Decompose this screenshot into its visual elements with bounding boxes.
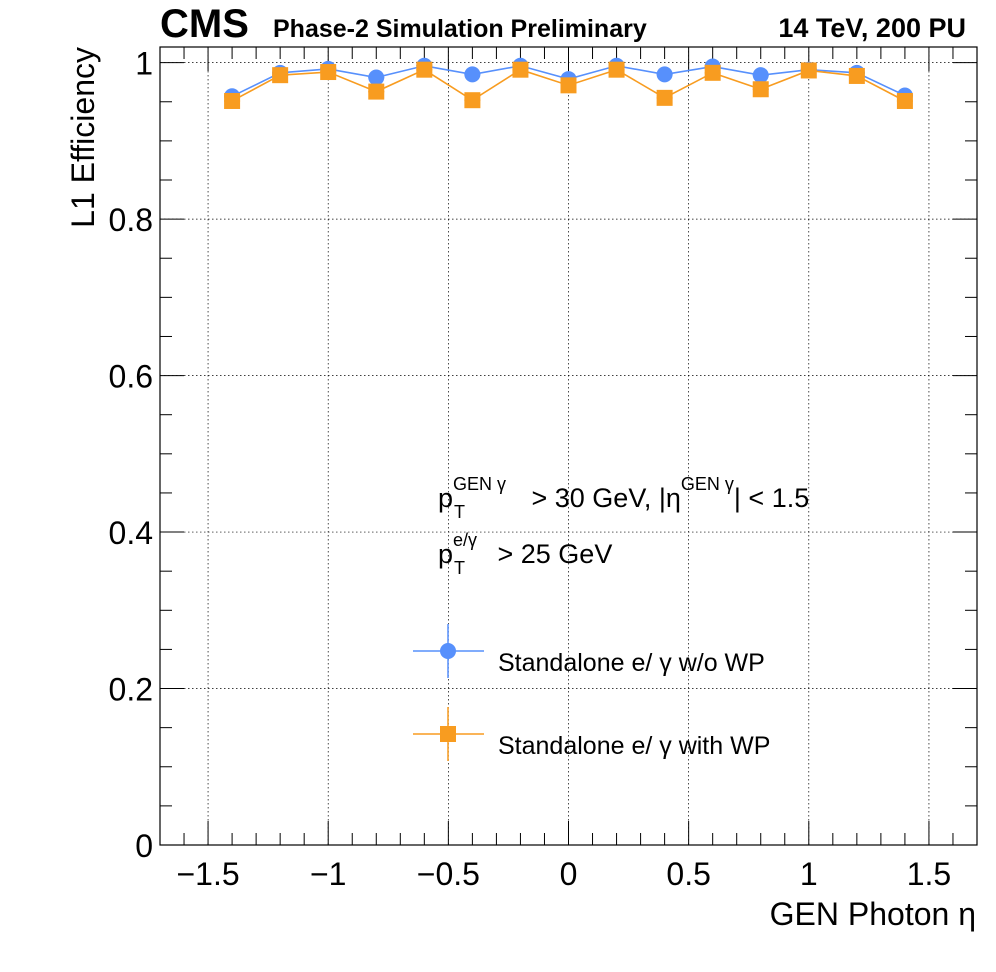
- cut1-sub: T: [454, 502, 465, 522]
- legend: Standalone e/ γ w/o WP Standalone e/ γ w…: [413, 624, 770, 761]
- data-point: [848, 67, 865, 84]
- data-point: [752, 81, 769, 98]
- y-tick-label: 0.8: [109, 202, 153, 238]
- series-with-wp: [224, 61, 913, 109]
- data-point: [896, 92, 913, 109]
- data-point: [368, 69, 385, 86]
- x-tick-label: −0.5: [417, 856, 480, 892]
- legend-circle-marker: [440, 643, 456, 659]
- conditions-label: 14 TeV, 200 PU: [778, 13, 966, 43]
- legend-label-wo-wp: Standalone e/ γ w/o WP: [498, 649, 765, 677]
- x-tick-label: 0: [560, 856, 578, 892]
- data-point: [704, 64, 721, 81]
- cut2-end: > 25 GeV: [490, 539, 612, 569]
- data-point: [368, 83, 385, 100]
- y-tick-label: 1: [135, 46, 153, 82]
- cut1-end: | < 1.5: [734, 483, 809, 513]
- axis-ticks: [160, 47, 977, 846]
- data-point: [224, 92, 241, 109]
- experiment-label: CMS: [160, 2, 249, 46]
- y-tick-label: 0.2: [109, 672, 153, 708]
- data-point: [656, 66, 673, 83]
- cut2-sub: T: [454, 558, 465, 578]
- data-point: [608, 61, 625, 78]
- grid: [160, 47, 977, 845]
- x-tick-label: −1: [310, 856, 346, 892]
- legend-square-marker: [440, 726, 456, 742]
- cut1-sup: GEN γ: [453, 474, 506, 494]
- y-tick-label: 0: [135, 828, 153, 864]
- data-point: [320, 64, 337, 81]
- y-tick-label: 0.6: [109, 359, 153, 395]
- legend-entry-with-wp: Standalone e/ γ with WP: [413, 707, 770, 761]
- data-point: [416, 61, 433, 78]
- data-series: [224, 57, 913, 109]
- legend-label-with-wp: Standalone e/ γ with WP: [498, 732, 770, 760]
- cut1-sup2: GEN γ: [681, 474, 734, 494]
- data-point: [464, 66, 481, 83]
- plot-frame: [159, 46, 978, 846]
- cut1-base: p: [438, 483, 453, 513]
- tick-labels: −1.5 −1 −0.5 0 0.5 1 1.5 0 0.2 0.4 0.6 0.8 1: [109, 46, 952, 892]
- data-point: [752, 67, 769, 84]
- cut2-sup: e/γ: [453, 530, 477, 550]
- data-point: [800, 62, 817, 79]
- x-axis-title: GEN Photon η: [770, 896, 976, 932]
- cut2-base: p: [438, 539, 453, 569]
- y-tick-label: 0.4: [109, 515, 153, 551]
- x-tick-label: 1: [800, 856, 818, 892]
- data-point: [512, 61, 529, 78]
- x-tick-label: 0.5: [666, 856, 710, 892]
- x-tick-label: 1.5: [907, 856, 951, 892]
- x-tick-label: −1.5: [176, 856, 239, 892]
- data-point: [464, 92, 481, 109]
- cut1-mid: > 30 GeV, |η: [524, 483, 681, 513]
- legend-entry-wo-wp: Standalone e/ γ w/o WP: [413, 624, 765, 678]
- cut-line-2: pe/γ T > 25 GeV: [438, 530, 612, 578]
- data-point: [656, 89, 673, 106]
- data-point: [560, 77, 577, 94]
- data-point: [272, 67, 289, 84]
- y-axis-title: L1 Efficiency: [65, 47, 101, 228]
- status-label: Phase-2 Simulation Preliminary: [273, 15, 647, 43]
